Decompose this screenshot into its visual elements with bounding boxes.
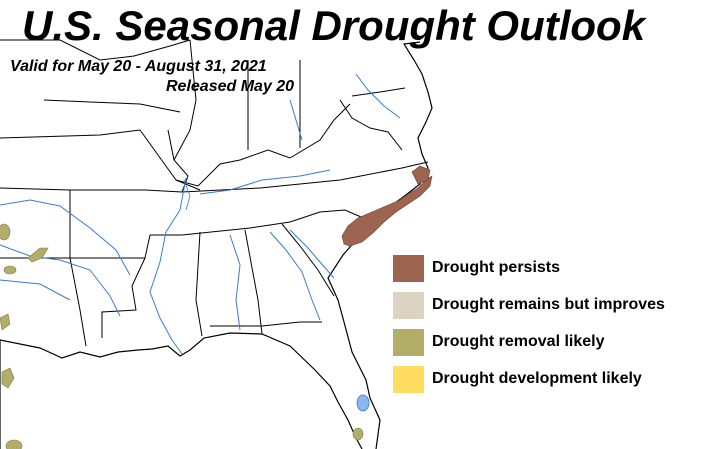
legend-label: Drought removal likely bbox=[432, 333, 605, 350]
valid-period: Valid for May 20 - August 31, 2021 bbox=[10, 58, 267, 75]
river bbox=[289, 229, 335, 279]
state-border bbox=[69, 190, 87, 347]
state-border bbox=[150, 209, 369, 236]
river bbox=[229, 234, 241, 331]
legend-item-drought-development-likely: Drought development likely bbox=[393, 365, 665, 393]
drought-removal-area bbox=[3, 265, 17, 275]
map-title: U.S. Seasonal Drought Outlook bbox=[22, 2, 646, 49]
river bbox=[0, 244, 121, 317]
rivers bbox=[0, 73, 401, 355]
lakes bbox=[183, 179, 370, 412]
legend-swatch-drought-development-likely bbox=[393, 365, 424, 393]
drought-removal-area bbox=[5, 439, 23, 449]
state-border bbox=[0, 161, 429, 193]
river bbox=[355, 73, 401, 119]
drought-removal-area bbox=[27, 247, 49, 263]
reservoir bbox=[183, 179, 191, 211]
state-border bbox=[0, 234, 151, 259]
drought-removal-area bbox=[0, 313, 11, 331]
river bbox=[269, 231, 321, 321]
state-border bbox=[281, 223, 335, 297]
state-border bbox=[244, 229, 263, 335]
state-borders bbox=[0, 39, 429, 347]
legend-label: Drought remains but improves bbox=[432, 296, 665, 313]
river bbox=[149, 177, 187, 355]
legend-item-drought-remains-but-improves: Drought remains but improves bbox=[393, 291, 665, 319]
river bbox=[0, 199, 131, 276]
drought-persists-area-nc-sc-coast bbox=[341, 175, 433, 247]
release-date: Released May 20 bbox=[166, 78, 295, 95]
legend-label: Drought persists bbox=[432, 259, 561, 276]
state-border bbox=[339, 99, 403, 151]
legend-swatch-drought-remains-but-improves bbox=[393, 291, 424, 319]
state-border bbox=[351, 87, 406, 97]
state-border bbox=[0, 39, 191, 61]
legend: Drought persists Drought remains but imp… bbox=[393, 254, 665, 402]
river bbox=[289, 99, 303, 141]
state-border bbox=[195, 231, 203, 337]
legend-item-drought-removal-likely: Drought removal likely bbox=[393, 328, 665, 356]
state-border bbox=[175, 103, 351, 187]
state-border bbox=[43, 99, 181, 113]
drought-removal-area bbox=[0, 223, 11, 241]
coastline bbox=[0, 41, 433, 449]
drought-removal-likely-areas bbox=[0, 223, 364, 449]
state-border bbox=[173, 39, 197, 161]
legend-swatch-drought-removal-likely bbox=[393, 328, 424, 356]
legend-item-drought-persists: Drought persists bbox=[393, 254, 665, 282]
river bbox=[199, 169, 331, 195]
state-border bbox=[0, 129, 201, 191]
river bbox=[0, 279, 71, 301]
drought-removal-area bbox=[352, 427, 364, 441]
drought-removal-area bbox=[1, 367, 15, 389]
lake-okeechobee bbox=[356, 394, 370, 412]
state-border bbox=[210, 321, 322, 327]
legend-swatch-drought-persists bbox=[393, 254, 424, 282]
state-border bbox=[101, 257, 146, 338]
drought-persists-areas bbox=[341, 165, 433, 247]
drought-persists-area-outer-banks bbox=[411, 165, 431, 185]
legend-label: Drought development likely bbox=[432, 370, 642, 387]
